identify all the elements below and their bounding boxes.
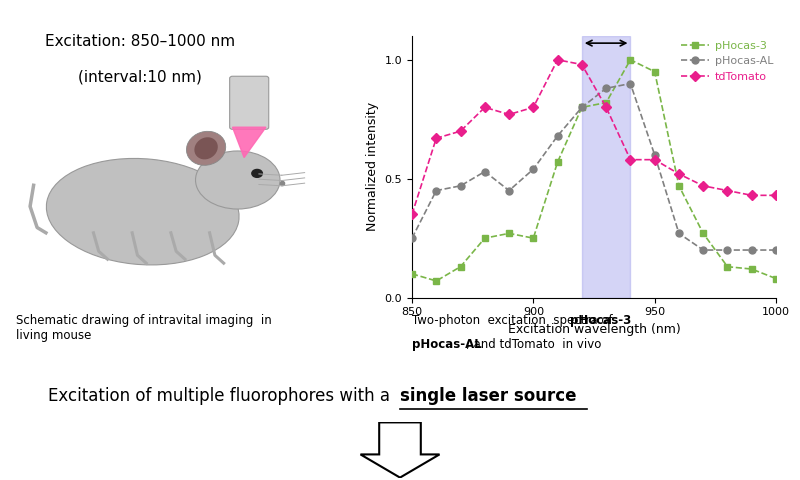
- pHocas-3: [431, 278, 441, 284]
- Ellipse shape: [46, 158, 239, 265]
- pHocas-3: [577, 105, 586, 110]
- X-axis label: Excitation wavelength (nm): Excitation wavelength (nm): [508, 323, 680, 336]
- pHocas-AL: [747, 247, 757, 253]
- Y-axis label: Normalized intensity: Normalized intensity: [366, 102, 379, 231]
- pHocas-AL: [650, 152, 659, 158]
- tdTomato: [650, 157, 659, 163]
- Text: pHocas-AL: pHocas-AL: [412, 338, 482, 351]
- pHocas-3: [698, 230, 708, 236]
- pHocas-AL: [698, 247, 708, 253]
- tdTomato: [480, 105, 490, 110]
- tdTomato: [407, 212, 417, 217]
- pHocas-AL: [553, 133, 562, 139]
- tdTomato: [674, 171, 684, 177]
- tdTomato: [602, 105, 611, 110]
- pHocas-3: [602, 100, 611, 106]
- Line: tdTomato: tdTomato: [409, 56, 779, 218]
- pHocas-3: [553, 159, 562, 165]
- pHocas-AL: [480, 168, 490, 174]
- pHocas-AL: [626, 81, 635, 86]
- Ellipse shape: [195, 151, 280, 209]
- Legend: pHocas-3, pHocas-AL, tdTomato: pHocas-3, pHocas-AL, tdTomato: [677, 36, 778, 86]
- Text: Excitation: 850–1000 nm: Excitation: 850–1000 nm: [45, 34, 235, 48]
- pHocas-AL: [456, 183, 466, 189]
- pHocas-3: [456, 264, 466, 270]
- pHocas-3: [650, 69, 659, 74]
- pHocas-AL: [722, 247, 732, 253]
- pHocas-AL: [504, 188, 514, 193]
- Ellipse shape: [186, 132, 226, 165]
- tdTomato: [771, 192, 781, 198]
- pHocas-3: [480, 235, 490, 241]
- pHocas-3: [674, 183, 684, 189]
- tdTomato: [553, 57, 562, 63]
- FancyBboxPatch shape: [230, 76, 269, 129]
- pHocas-3: [771, 276, 781, 281]
- pHocas-3: [529, 235, 538, 241]
- tdTomato: [431, 135, 441, 141]
- tdTomato: [747, 192, 757, 198]
- pHocas-AL: [674, 230, 684, 236]
- pHocas-3: [407, 271, 417, 276]
- pHocas-AL: [602, 85, 611, 91]
- Text: Schematic drawing of intravital imaging  in
living mouse: Schematic drawing of intravital imaging …: [16, 314, 272, 342]
- tdTomato: [504, 111, 514, 117]
- Text: (interval:10 nm): (interval:10 nm): [78, 70, 202, 84]
- pHocas-3: [626, 57, 635, 63]
- pHocas-AL: [431, 188, 441, 193]
- tdTomato: [626, 157, 635, 163]
- Polygon shape: [361, 422, 439, 478]
- Polygon shape: [233, 127, 266, 157]
- tdTomato: [529, 105, 538, 110]
- Text: Two-photon  excitation  spectra of: Two-photon excitation spectra of: [412, 314, 616, 327]
- pHocas-3: [722, 264, 732, 270]
- Text: single laser source: single laser source: [400, 387, 577, 405]
- tdTomato: [722, 188, 732, 193]
- tdTomato: [698, 183, 708, 189]
- Line: pHocas-AL: pHocas-AL: [409, 80, 779, 253]
- pHocas-AL: [577, 105, 586, 110]
- Text: Excitation of multiple fluorophores with a: Excitation of multiple fluorophores with…: [47, 387, 400, 405]
- tdTomato: [577, 61, 586, 67]
- Ellipse shape: [194, 137, 218, 159]
- pHocas-3: [504, 230, 514, 236]
- Circle shape: [252, 169, 262, 177]
- Text: pHocas-3: pHocas-3: [570, 314, 632, 327]
- pHocas-AL: [771, 247, 781, 253]
- Bar: [582, 36, 630, 298]
- Text: , and tdTomato  in vivo: , and tdTomato in vivo: [466, 338, 602, 351]
- tdTomato: [456, 128, 466, 134]
- Line: pHocas-3: pHocas-3: [409, 56, 779, 285]
- pHocas-AL: [407, 235, 417, 241]
- pHocas-AL: [529, 166, 538, 172]
- pHocas-3: [747, 266, 757, 272]
